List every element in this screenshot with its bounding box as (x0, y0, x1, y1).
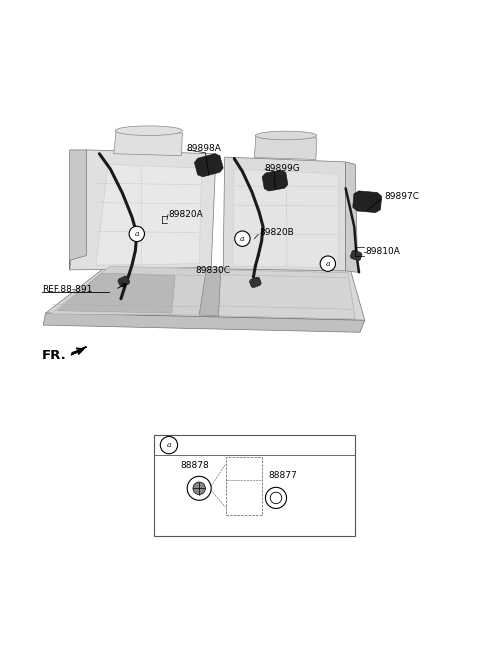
Text: 89810A: 89810A (366, 247, 401, 256)
Polygon shape (96, 164, 202, 265)
Text: 89820A: 89820A (168, 210, 203, 219)
Circle shape (187, 476, 211, 500)
Polygon shape (223, 157, 346, 271)
Polygon shape (58, 273, 175, 313)
Bar (226, 457, 262, 515)
Text: a: a (240, 234, 245, 243)
Polygon shape (346, 162, 358, 272)
Polygon shape (250, 277, 261, 288)
Circle shape (265, 487, 287, 508)
Text: 89897C: 89897C (384, 192, 419, 201)
Ellipse shape (255, 131, 317, 140)
Circle shape (235, 231, 250, 246)
Text: 88877: 88877 (269, 471, 298, 480)
Polygon shape (43, 313, 365, 332)
Text: 88878: 88878 (180, 461, 209, 470)
Polygon shape (194, 154, 223, 177)
Text: REF.88-891: REF.88-891 (42, 285, 93, 293)
Polygon shape (70, 150, 86, 270)
Circle shape (129, 226, 144, 242)
Circle shape (270, 492, 282, 504)
Polygon shape (118, 276, 130, 287)
Text: 89898A: 89898A (186, 145, 221, 153)
Circle shape (193, 482, 205, 495)
Polygon shape (199, 269, 221, 316)
Polygon shape (46, 265, 365, 320)
Polygon shape (50, 266, 206, 315)
Bar (154, 436, 355, 536)
Polygon shape (114, 131, 182, 156)
Polygon shape (350, 250, 362, 261)
Text: 89830C: 89830C (196, 267, 231, 275)
Polygon shape (218, 270, 355, 319)
Polygon shape (233, 169, 338, 267)
Text: 89820B: 89820B (259, 229, 294, 238)
Text: a: a (325, 259, 330, 268)
Circle shape (160, 436, 178, 454)
Ellipse shape (115, 126, 182, 136)
Polygon shape (71, 346, 86, 355)
Polygon shape (70, 150, 216, 270)
Text: a: a (134, 230, 139, 238)
Text: a: a (167, 441, 171, 449)
Text: FR.: FR. (42, 349, 67, 362)
Polygon shape (353, 191, 382, 213)
Text: 89899G: 89899G (264, 164, 300, 173)
Polygon shape (254, 136, 317, 160)
Circle shape (320, 256, 336, 271)
Polygon shape (262, 170, 288, 191)
